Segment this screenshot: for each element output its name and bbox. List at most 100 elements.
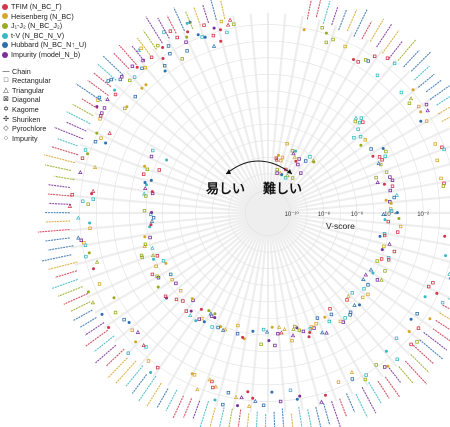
circle-icon: ○	[3, 134, 9, 142]
hamiltonian-label-mark	[413, 65, 430, 81]
data-point-square	[388, 175, 392, 179]
data-point-square	[216, 325, 220, 330]
hamiltonian-labels	[37, 0, 450, 427]
legend-lattice-label: Pyrochlore	[12, 124, 47, 134]
legend-color-dot	[2, 13, 8, 20]
grid-ray	[215, 19, 270, 214]
hamiltonian-label-mark	[66, 121, 87, 132]
data-point-square	[93, 139, 98, 144]
data-point-triangle	[282, 326, 287, 331]
data-point-circle	[219, 28, 222, 32]
data-point-square	[374, 363, 378, 367]
hamiltonian-label-mark	[246, 413, 250, 427]
data-point-circle	[419, 110, 423, 114]
data-point-square	[140, 255, 144, 260]
grid-ray	[267, 212, 398, 367]
data-point-square	[86, 202, 90, 206]
grid-ray	[266, 212, 304, 411]
data-point-square	[175, 35, 179, 40]
data-point-circle	[100, 312, 104, 316]
data-point-square	[409, 342, 413, 347]
hamiltonian-label-mark	[210, 0, 217, 20]
hamiltonian-label-mark	[63, 292, 89, 305]
data-point-square	[202, 23, 206, 27]
legend-lattice-label: Diagonal	[12, 95, 41, 105]
data-point-circle	[323, 315, 327, 319]
data-point-square	[106, 79, 110, 83]
data-point-square	[362, 287, 366, 291]
data-point-square	[259, 342, 263, 346]
hamiltonian-label-mark	[290, 413, 294, 427]
data-point-square	[308, 155, 312, 159]
hamiltonian-label-mark	[66, 111, 91, 125]
data-point-square	[374, 175, 378, 180]
data-point-square	[155, 274, 159, 278]
data-point-square	[386, 258, 391, 262]
data-point-circle	[270, 390, 274, 394]
hamiltonian-label-mark	[193, 6, 201, 26]
data-point-square	[166, 44, 171, 48]
data-point-circle	[251, 396, 255, 400]
data-point-square	[353, 119, 357, 124]
hamiltonian-label-mark	[146, 382, 162, 407]
grid-ray	[94, 112, 269, 214]
data-point-square	[361, 120, 365, 124]
hamiltonian-label-mark	[435, 319, 450, 331]
legend-model-1: Heisenberg (N_BC)	[2, 12, 87, 22]
radial-tick-label: 10⁻⁸	[318, 211, 331, 218]
data-point-square	[133, 94, 137, 99]
data-point-triangle	[67, 203, 73, 208]
hamiltonian-label-mark	[403, 49, 420, 68]
grid-ring	[178, 123, 358, 303]
hamiltonian-label-mark	[44, 154, 76, 164]
hamiltonian-label-mark	[41, 254, 72, 262]
hamiltonian-label-mark	[437, 106, 450, 115]
data-point-square	[382, 244, 386, 249]
data-point-square	[328, 307, 332, 311]
hamiltonian-label-mark	[57, 286, 83, 297]
data-point-square	[143, 65, 147, 70]
square-icon: □	[3, 77, 9, 85]
data-point-circle	[90, 192, 94, 196]
data-point-square	[200, 35, 204, 39]
data-point-square	[382, 231, 387, 236]
data-point-square	[386, 255, 391, 260]
data-point-square	[415, 311, 419, 316]
data-point-square	[366, 283, 370, 287]
data-point-square	[399, 90, 404, 95]
data-point-circle	[125, 105, 129, 109]
grid-ray	[138, 212, 269, 367]
grid-ray	[267, 59, 398, 214]
data-point-square	[99, 136, 103, 140]
data-point-triangle	[239, 395, 244, 400]
hamiltonian-label-mark	[72, 103, 94, 117]
legend-lattice-label: Triangular	[12, 85, 45, 95]
data-point-circle	[152, 257, 155, 261]
legend-lattice-label: Kagome	[12, 104, 39, 114]
data-point-circle	[150, 211, 154, 214]
hamiltonian-label-mark	[322, 0, 331, 24]
data-point-square	[276, 331, 280, 336]
data-point-square	[390, 178, 395, 182]
hamiltonian-label-mark	[96, 63, 117, 81]
hamiltonian-label-mark	[73, 309, 93, 321]
grid-ray	[167, 39, 269, 214]
data-point-square	[395, 357, 399, 361]
legend-lattice-3: ⊠ Diagonal	[2, 95, 87, 105]
data-point-triangle	[387, 241, 392, 246]
legend-color-dot	[2, 32, 8, 39]
data-point-square	[154, 264, 158, 268]
grid-ray	[74, 211, 269, 266]
data-point-square	[149, 55, 154, 59]
data-point-square	[350, 377, 354, 381]
data-point-square	[292, 324, 297, 329]
hamiltonian-label-mark	[397, 39, 417, 62]
data-point-square	[178, 288, 183, 293]
data-point-square	[308, 327, 312, 331]
hamiltonian-label-mark	[45, 237, 70, 242]
data-point-square	[84, 254, 88, 259]
grid-ray	[267, 127, 450, 214]
hamiltonian-label-mark	[436, 95, 450, 106]
data-point-square	[358, 134, 363, 139]
